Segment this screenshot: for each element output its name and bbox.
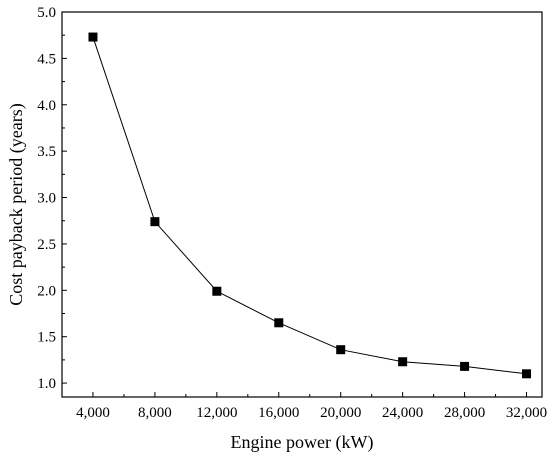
x-tick-label: 28,000: [444, 405, 485, 421]
y-tick-label: 2.0: [37, 283, 56, 299]
plot-area-frame: [61, 11, 543, 398]
y-tick-label: 3.5: [37, 144, 56, 160]
series-line: [92, 36, 527, 375]
data-point-marker: [398, 357, 408, 367]
x-tick-label: 12,000: [196, 405, 237, 421]
y-tick-label: 4.0: [37, 98, 56, 114]
x-tick-label: 8,000: [138, 405, 172, 421]
y-tick-label: 4.5: [37, 51, 56, 67]
x-tick-label: 32,000: [506, 405, 547, 421]
y-axis: 1.0 1.5 2.0 2.5 3.0 3.5 4.0 4.5 5.0: [37, 5, 67, 392]
x-tick-label: 16,000: [258, 405, 299, 421]
y-tick-label: 2.5: [37, 237, 56, 253]
x-axis-label: Engine power (kW): [231, 432, 374, 453]
data-point-marker: [88, 32, 98, 42]
data-point-marker: [274, 318, 284, 328]
y-tick-label: 1.0: [37, 376, 56, 392]
y-axis-label: Cost payback period (years): [6, 103, 27, 305]
x-tick-label: 20,000: [320, 405, 361, 421]
series-layer: [88, 32, 532, 379]
x-axis: 4,000 8,000 12,000 16,000 20,000 24,000 28,000…: [76, 392, 547, 421]
y-tick-label: 1.5: [37, 330, 56, 346]
data-point-marker: [522, 369, 532, 379]
x-tick-label: 24,000: [382, 405, 423, 421]
data-point-marker: [212, 286, 222, 296]
data-point-marker: [460, 361, 470, 371]
data-point-marker: [336, 345, 346, 355]
y-tick-label: 5.0: [37, 5, 56, 21]
data-point-marker: [150, 217, 160, 227]
y-tick-label: 3.0: [37, 191, 56, 207]
x-tick-label: 4,000: [76, 405, 110, 421]
